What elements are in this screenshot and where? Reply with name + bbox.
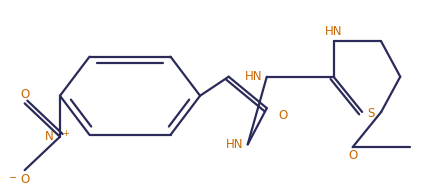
Text: −: − (9, 173, 17, 183)
Text: HN: HN (245, 70, 262, 83)
Text: O: O (278, 109, 288, 122)
Text: +: + (62, 129, 69, 138)
Text: N: N (45, 130, 53, 143)
Text: O: O (20, 88, 29, 101)
Text: S: S (367, 107, 374, 120)
Text: HN: HN (226, 138, 243, 151)
Text: HN: HN (325, 25, 342, 38)
Text: O: O (20, 173, 29, 186)
Text: O: O (348, 149, 357, 162)
